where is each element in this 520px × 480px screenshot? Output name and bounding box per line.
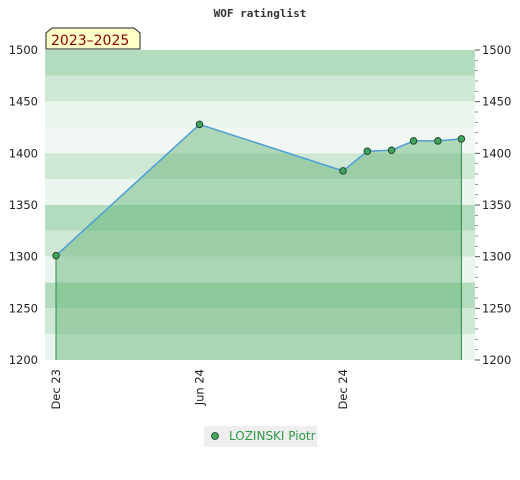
area-layer — [55, 123, 462, 361]
points-layer — [52, 120, 466, 260]
background-band — [45, 101, 475, 128]
rating-area — [56, 124, 462, 361]
y-tick-label-right: 1350 — [482, 198, 511, 212]
background-band — [45, 256, 475, 283]
data-point — [52, 251, 60, 260]
data-point — [339, 167, 347, 175]
period-badge: 2023–2025 — [45, 27, 141, 50]
background-band — [45, 282, 475, 309]
x-tick-label: Dec 24 — [336, 369, 350, 410]
background-band — [45, 127, 475, 154]
x-tick-label: Jun 24 — [193, 369, 207, 406]
y-tick-label-left: 1350 — [9, 198, 38, 212]
axes: 1200 1200 1250 1250 1300 1300 1350 1350 1400 1400… — [9, 43, 512, 410]
data-point — [363, 147, 372, 156]
period-badge-label: 2023–2025 — [51, 33, 129, 49]
background-band — [45, 205, 475, 231]
y-tick-label-right: 1500 — [482, 43, 511, 57]
y-tick-label-left: 1500 — [9, 43, 38, 57]
chart-title: WOF ratinglist — [214, 7, 307, 20]
rating-line — [55, 123, 462, 257]
x-tick-label: Dec 23 — [49, 369, 63, 410]
y-tick-label-left: 1200 — [9, 353, 38, 367]
y-tick-label-left: 1450 — [9, 95, 38, 109]
legend-item-lozinski-piotr[interactable]: LOZINSKI Piotr — [229, 429, 316, 443]
y-tick-label-left: 1250 — [9, 301, 38, 315]
y-tick-label-right: 1400 — [482, 146, 511, 160]
y-tick-label-right: 1450 — [482, 95, 511, 109]
background-band — [45, 153, 475, 180]
background-band — [45, 308, 475, 335]
period-badge-box — [45, 27, 141, 50]
background-band — [45, 334, 475, 360]
legend-marker-icon — [211, 432, 219, 440]
legend[interactable]: LOZINSKI Piotr — [204, 426, 317, 447]
data-point — [434, 137, 442, 145]
y-tick-label-left: 1400 — [9, 146, 38, 160]
legend-box — [204, 426, 317, 447]
data-point — [387, 146, 396, 154]
y-tick-label-right: 1300 — [482, 250, 511, 264]
data-point — [195, 120, 204, 129]
y-tick-label-left: 1300 — [9, 250, 38, 264]
background-bands — [45, 50, 475, 360]
data-point — [409, 137, 418, 145]
background-band — [45, 230, 475, 257]
background-band — [45, 75, 475, 102]
y-tick-label-right: 1250 — [482, 301, 511, 315]
y-tick-label-right: 1200 — [482, 353, 511, 367]
data-point — [457, 135, 466, 143]
background-band — [45, 50, 475, 76]
